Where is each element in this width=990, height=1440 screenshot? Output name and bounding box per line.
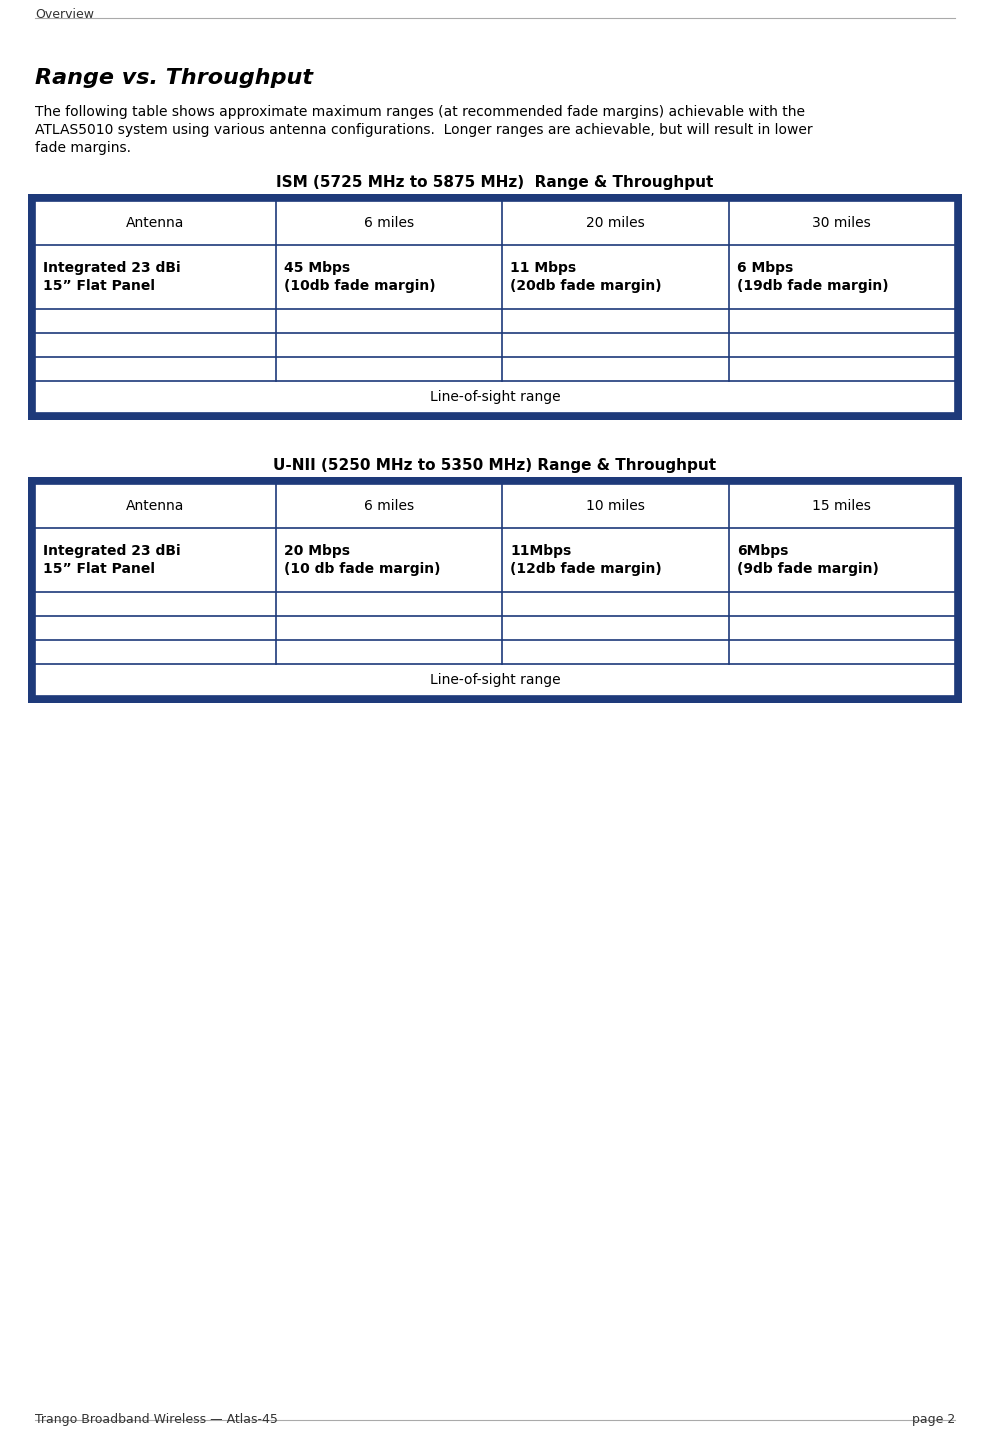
Text: 30 miles: 30 miles (813, 216, 871, 230)
Text: ATLAS5010 system using various antenna configurations.  Longer ranges are achiev: ATLAS5010 system using various antenna c… (35, 122, 813, 137)
Text: 20 Mbps
(10 db fade margin): 20 Mbps (10 db fade margin) (284, 544, 441, 576)
Bar (35, 202, 955, 413)
Text: 20 miles: 20 miles (586, 216, 644, 230)
Text: page 2: page 2 (912, 1413, 955, 1426)
Text: 11 Mbps
(20db fade margin): 11 Mbps (20db fade margin) (511, 261, 662, 292)
Bar (35, 484, 955, 696)
Text: 45 Mbps
(10db fade margin): 45 Mbps (10db fade margin) (284, 261, 436, 292)
Bar (28, 477, 962, 703)
Bar (28, 194, 962, 420)
Text: Line-of-sight range: Line-of-sight range (430, 390, 560, 405)
Text: The following table shows approximate maximum ranges (at recommended fade margin: The following table shows approximate ma… (35, 105, 805, 120)
Text: 10 miles: 10 miles (586, 500, 644, 513)
Text: Trango Broadband Wireless — Atlas-45: Trango Broadband Wireless — Atlas-45 (35, 1413, 278, 1426)
Text: Integrated 23 dBi
15” Flat Panel: Integrated 23 dBi 15” Flat Panel (43, 544, 180, 576)
Text: Antenna: Antenna (127, 216, 185, 230)
Text: Overview: Overview (35, 9, 94, 22)
Text: 6 Mbps
(19db fade margin): 6 Mbps (19db fade margin) (737, 261, 888, 292)
Text: Range vs. Throughput: Range vs. Throughput (35, 68, 313, 88)
Text: 6 miles: 6 miles (364, 500, 414, 513)
Text: Integrated 23 dBi
15” Flat Panel: Integrated 23 dBi 15” Flat Panel (43, 261, 180, 292)
Text: Antenna: Antenna (127, 500, 185, 513)
Text: 6 miles: 6 miles (364, 216, 414, 230)
Text: fade margins.: fade margins. (35, 141, 131, 156)
Text: U-NII (5250 MHz to 5350 MHz) Range & Throughput: U-NII (5250 MHz to 5350 MHz) Range & Thr… (273, 458, 717, 472)
Text: 6Mbps
(9db fade margin): 6Mbps (9db fade margin) (737, 544, 878, 576)
Text: ISM (5725 MHz to 5875 MHz)  Range & Throughput: ISM (5725 MHz to 5875 MHz) Range & Throu… (276, 176, 714, 190)
Text: 11Mbps
(12db fade margin): 11Mbps (12db fade margin) (511, 544, 662, 576)
Text: 15 miles: 15 miles (813, 500, 871, 513)
Text: Line-of-sight range: Line-of-sight range (430, 672, 560, 687)
